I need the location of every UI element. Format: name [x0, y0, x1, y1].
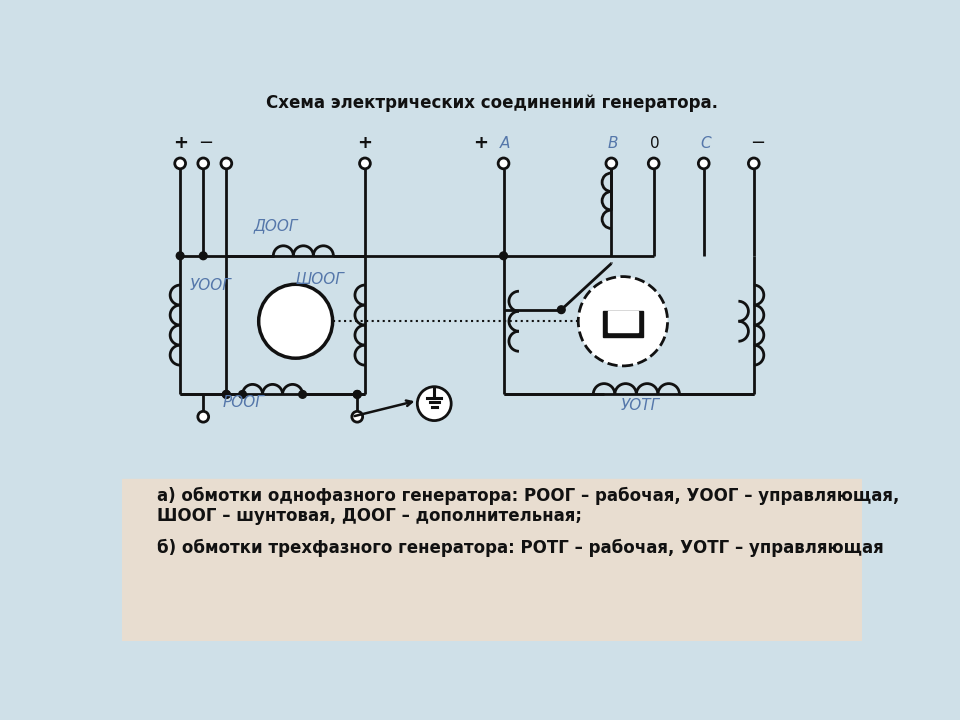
Text: +: +	[173, 134, 187, 152]
Circle shape	[223, 390, 230, 398]
Circle shape	[198, 158, 208, 168]
Circle shape	[698, 158, 709, 168]
Text: ШООГ: ШООГ	[296, 272, 345, 287]
Circle shape	[258, 284, 332, 359]
Text: C: C	[700, 136, 710, 151]
Circle shape	[500, 252, 508, 260]
Bar	[603, 311, 643, 338]
Bar	[608, 311, 638, 332]
Bar	[123, 479, 861, 641]
Text: УОТГ: УОТГ	[621, 397, 660, 413]
Text: б) обмотки трехфазного генератора: РОТГ – рабочая, УОТГ – управляющая: б) обмотки трехфазного генератора: РОТГ …	[157, 539, 884, 557]
Circle shape	[221, 158, 231, 168]
Circle shape	[749, 158, 759, 168]
Circle shape	[223, 390, 230, 398]
Circle shape	[353, 390, 361, 398]
Circle shape	[418, 387, 451, 420]
Text: ШООГ – шунтовая, ДООГ – дополнительная;: ШООГ – шунтовая, ДООГ – дополнительная;	[157, 507, 582, 525]
Circle shape	[175, 158, 185, 168]
Text: 0: 0	[651, 136, 660, 151]
Text: +: +	[357, 134, 372, 152]
Circle shape	[198, 411, 208, 422]
Circle shape	[606, 158, 616, 168]
Circle shape	[299, 390, 306, 398]
Circle shape	[578, 276, 667, 366]
Text: Схема электрических соединений генератора.: Схема электрических соединений генератор…	[266, 94, 718, 112]
Text: −: −	[198, 134, 213, 152]
Text: A: A	[500, 136, 511, 151]
Circle shape	[498, 158, 509, 168]
Circle shape	[353, 390, 361, 398]
Circle shape	[558, 306, 565, 313]
Text: а) обмотки однофазного генератора: РООГ – рабочая, УООГ – управляющая,: а) обмотки однофазного генератора: РООГ …	[157, 487, 900, 505]
Circle shape	[177, 252, 184, 260]
Text: ДООГ: ДООГ	[253, 218, 298, 233]
Circle shape	[239, 390, 247, 398]
Text: УООГ: УООГ	[189, 279, 231, 294]
Circle shape	[352, 411, 363, 422]
Text: РООГ: РООГ	[223, 395, 264, 410]
Circle shape	[648, 158, 660, 168]
Circle shape	[200, 252, 207, 260]
Text: B: B	[608, 136, 618, 151]
Circle shape	[360, 158, 371, 168]
Text: +: +	[473, 134, 488, 152]
Text: −: −	[750, 134, 765, 152]
